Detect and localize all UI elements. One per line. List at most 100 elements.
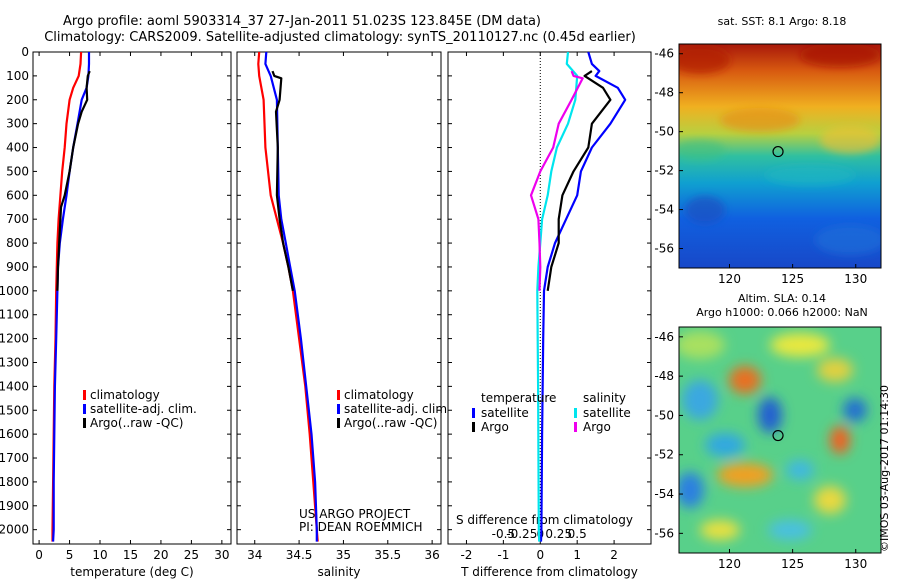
- map-xtick-label: 120: [718, 557, 741, 571]
- temperature-legend-label: satellite-adj. clim.: [90, 402, 197, 416]
- depth-tick-label: 1900: [0, 499, 29, 513]
- legend-temperature-label: Argo: [481, 420, 509, 434]
- sla-argo-marker: [772, 429, 784, 442]
- depth-tick-label: 1400: [0, 379, 29, 393]
- temperature-legend-swatch: [83, 418, 86, 428]
- salinity-legend-swatch: [337, 390, 340, 400]
- legend-temperature-swatch: [472, 422, 475, 432]
- depth-tick-label: 0: [21, 45, 29, 59]
- map-ytick-label: -48: [654, 86, 674, 100]
- imos-credit: ©IMOS 03-Aug-2017 01:14:30: [878, 385, 891, 552]
- project-credit-line: US ARGO PROJECT: [299, 507, 411, 521]
- legend-salinity-label: satellite: [583, 406, 631, 420]
- depth-tick-label: 1200: [0, 332, 29, 346]
- salinity-xtick-label: 36: [424, 548, 439, 562]
- depth-tick-label: 1100: [0, 308, 29, 322]
- figure-title-line1: Argo profile: aoml 5903314_37 27-Jan-201…: [63, 14, 541, 29]
- map-ytick-label: -50: [654, 408, 674, 422]
- salinity-series-satellite-adj-clim-: [264, 51, 318, 542]
- depth-tick-label: 2000: [0, 523, 29, 537]
- figure-title-line2: Climatology: CARS2009. Satellite-adjuste…: [44, 30, 636, 45]
- difference-xtick-label: 1: [573, 548, 581, 562]
- salinity-series-argo-raw-qc-: [271, 70, 294, 292]
- panel-salinity: 34 34.5 35 35.5 36 salinity climatologysatelli…: [236, 51, 451, 579]
- map-ytick-label: -46: [654, 330, 674, 344]
- map-ytick-label: -56: [654, 526, 674, 540]
- depth-tick-label: 700: [6, 212, 29, 226]
- map-ytick-label: -48: [654, 369, 674, 383]
- depth-tick-label: 100: [6, 69, 29, 83]
- legend-temperature-swatch: [472, 408, 475, 418]
- salinity-xlabel: salinity: [317, 565, 360, 579]
- legend-temperature-title: temperature: [481, 391, 556, 405]
- depth-tick-label: 200: [6, 93, 29, 107]
- difference-series-t-satellite: [539, 51, 627, 542]
- map-xtick-label: 120: [718, 272, 741, 286]
- difference-xlabel: T difference from climatology: [460, 565, 638, 579]
- sla-map-frame: [678, 326, 882, 554]
- depth-tick-label: 500: [6, 164, 29, 178]
- temperature-legend-swatch: [83, 390, 86, 400]
- temperature-xtick-label: 10: [92, 548, 107, 562]
- map-xtick-label: 125: [781, 272, 804, 286]
- difference-xtick-label: 0: [536, 548, 544, 562]
- sst-argo-marker: [772, 145, 784, 158]
- temperature-legend-label: Argo(..raw -QC): [90, 416, 183, 430]
- sst-map-frame: [678, 43, 882, 269]
- salinity-diff-tick-label: -0.5: [492, 527, 515, 541]
- depth-tick-label: 1700: [0, 451, 29, 465]
- depth-tick-label: 1600: [0, 427, 29, 441]
- depth-tick-label: 1500: [0, 403, 29, 417]
- sla-map-title-line2: Argo h1000: 0.066 h2000: NaN: [696, 306, 868, 319]
- sst-map-ticks: 120 125 130 -46 -48 -50 -52 -54 -56: [654, 47, 867, 286]
- temperature-legend-label: climatology: [90, 388, 160, 402]
- legend-salinity-label: Argo: [583, 420, 611, 434]
- project-credit-line: PI: DEAN ROEMMICH: [299, 520, 422, 534]
- depth-tick-label: 800: [6, 236, 29, 250]
- salinity-legend-label: Argo(..raw -QC): [344, 416, 437, 430]
- salinity-legend-swatch: [337, 418, 340, 428]
- sst-map-title: sat. SST: 8.1 Argo: 8.18: [718, 15, 847, 28]
- temperature-xtick-label: 30: [214, 548, 229, 562]
- sla-texture: [679, 331, 867, 540]
- legend-salinity-swatch: [574, 408, 577, 418]
- sla-map: Altim. SLA: 0.14 Argo h1000: 0.066 h2000…: [654, 292, 882, 571]
- difference-frame: [447, 51, 652, 545]
- sla-map-ticks: 120 125 130 -46 -48 -50 -52 -54 -56: [654, 330, 867, 571]
- temperature-xtick-label: 0: [35, 548, 43, 562]
- salinity-xtick-label: 35: [336, 548, 351, 562]
- salinity-frame: [236, 51, 442, 545]
- depth-tick-label: 1000: [0, 284, 29, 298]
- map-ytick-label: -54: [654, 203, 674, 217]
- depth-tick-label: 300: [6, 117, 29, 131]
- salinity-xtick-label: 34: [247, 548, 262, 562]
- profile-panels: 0100200300400500600700800900100011001200…: [0, 45, 652, 579]
- difference-series-t-argo: [546, 70, 612, 291]
- sla-map-title-line1: Altim. SLA: 0.14: [738, 292, 826, 305]
- map-ytick-label: -46: [654, 47, 674, 61]
- temperature-series-argo-raw-qc-: [56, 70, 91, 291]
- map-ytick-label: -52: [654, 448, 674, 462]
- map-ytick-label: -52: [654, 164, 674, 178]
- difference-series-s-satellite: [536, 51, 579, 542]
- temperature-xtick-label: 5: [66, 548, 74, 562]
- map-xtick-label: 130: [844, 557, 867, 571]
- difference-xtick-label: -1: [497, 548, 509, 562]
- salinity-xtick-label: 34.5: [286, 548, 313, 562]
- sst-texture: [679, 44, 881, 255]
- map-xtick-label: 125: [781, 557, 804, 571]
- panel-difference: -2 -1 0 1 2 T difference from climatology -0.5…: [447, 51, 652, 579]
- sst-map: sat. SST: 8.1 Argo: 8.18 120 125 130 -46 -48…: [654, 15, 882, 286]
- salinity-diff-tick-label: 0.5: [568, 527, 587, 541]
- salinity-diff-tick-label: 0.25: [545, 527, 572, 541]
- depth-tick-label: 400: [6, 141, 29, 155]
- depth-tick-label: 900: [6, 260, 29, 274]
- legend-salinity-swatch: [574, 422, 577, 432]
- temperature-xtick-label: 20: [153, 548, 168, 562]
- salinity-legend-swatch: [337, 404, 340, 414]
- salinity-legend-label: satellite-adj. clim.: [344, 402, 451, 416]
- salinity-xtick-label: 35.5: [374, 548, 401, 562]
- panel-temperature: 0100200300400500600700800900100011001200…: [0, 45, 232, 579]
